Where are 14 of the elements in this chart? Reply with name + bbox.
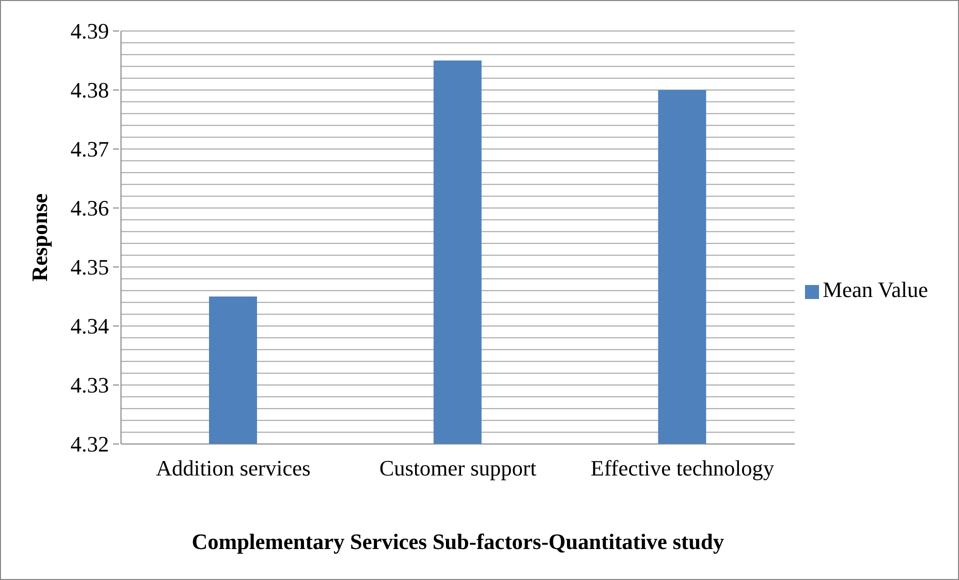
x-axis-title: Complementary Services Sub-factors-Quantitative study	[192, 529, 724, 554]
y-tick-label: 4.37	[70, 136, 109, 162]
y-tick-label: 4.34	[70, 314, 109, 338]
y-axis-title: Response	[26, 193, 52, 282]
x-tick-label: Effective technology	[590, 456, 774, 481]
y-tick-label: 4.35	[70, 254, 109, 280]
y-tick-label: 4.36	[70, 196, 109, 220]
legend-label: Mean Value	[822, 277, 928, 302]
y-tick-label: 4.33	[70, 372, 109, 398]
x-tick-label: Customer support	[379, 456, 536, 481]
y-tick-label: 4.39	[70, 18, 109, 44]
y-tick-label: 4.38	[70, 78, 109, 102]
y-tick-label: 4.32	[70, 432, 109, 456]
x-tick-label: Addition services	[156, 456, 311, 481]
